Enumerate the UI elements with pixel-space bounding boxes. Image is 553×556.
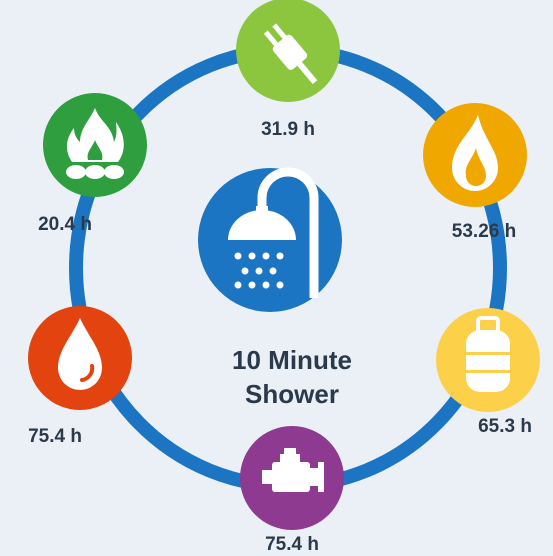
shower-icon [198,167,342,312]
node-label: 75.4 h [265,534,319,555]
propane-node [436,308,540,412]
title-line: 10 Minute [232,345,352,375]
node-label: 31.9 h [261,119,315,140]
node-label: 20.4 h [38,214,92,235]
engine-node [240,426,344,530]
node-label: 75.4 h [28,426,82,447]
node-label: 53.26 h [452,221,516,242]
title-line: Shower [245,379,339,409]
wood-node [43,93,147,197]
electric-node [236,0,340,102]
gas-node [423,103,527,207]
oil-node [28,306,132,410]
node-label: 65.3 h [478,416,532,437]
